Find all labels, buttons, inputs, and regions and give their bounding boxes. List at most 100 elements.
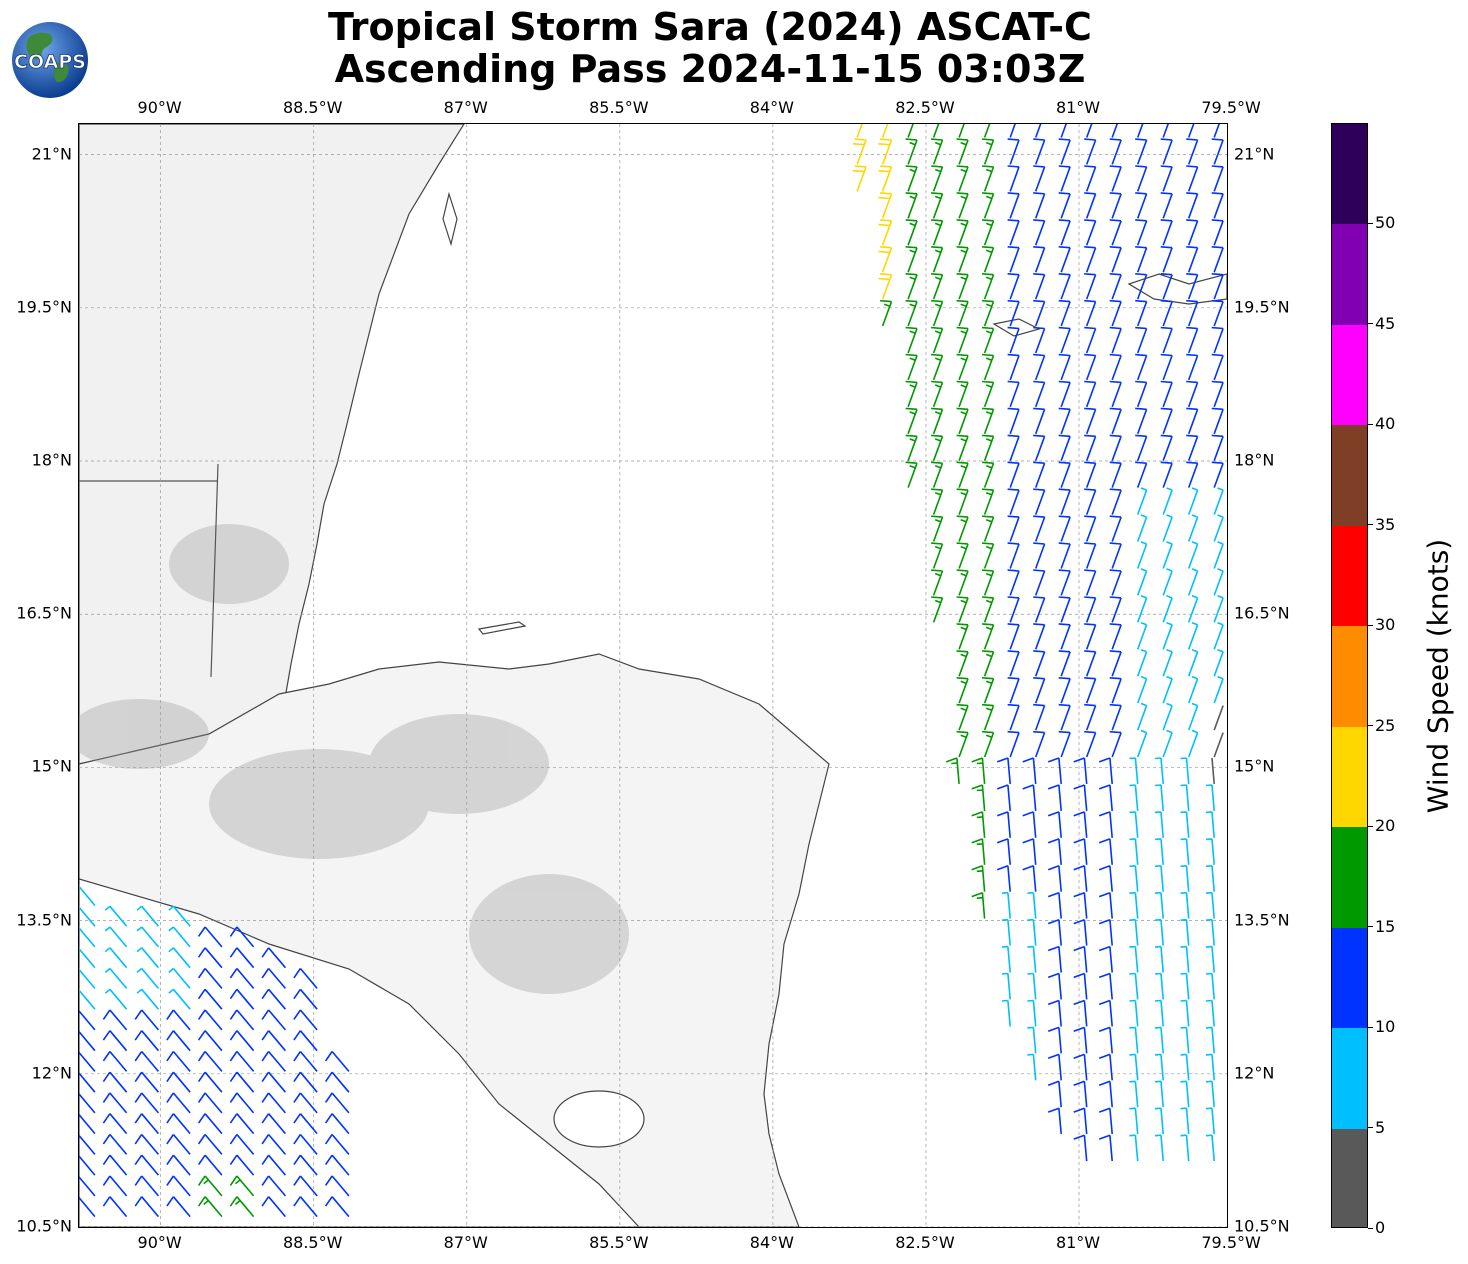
wind-barb: [1007, 326, 1020, 354]
wind-barb-stroke: [1135, 165, 1148, 192]
wind-barb: [1154, 1080, 1164, 1108]
wind-barb: [956, 165, 969, 192]
wind-barb-stroke: [1007, 596, 1020, 623]
wind-barb-stroke: [229, 1050, 255, 1072]
wind-barb: [1205, 1080, 1215, 1108]
wind-barb-stroke: [905, 380, 918, 408]
wind-barb-stroke: [1098, 838, 1113, 865]
wind-barb: [1187, 702, 1199, 731]
wind-barb: [1187, 514, 1199, 542]
wind-barb-stroke: [197, 1113, 223, 1135]
wind-barb-stroke: [956, 219, 969, 246]
wind-barb: [1109, 434, 1122, 461]
wind-barb: [1007, 569, 1020, 596]
wind-barb: [1007, 299, 1020, 327]
wind-barb-stroke: [1033, 273, 1046, 300]
wind-barb: [166, 1009, 191, 1031]
wind-barb: [1007, 380, 1020, 408]
wind-barb-stroke: [1073, 972, 1088, 1000]
wind-barb: [1160, 299, 1173, 327]
wind-barb: [982, 273, 995, 300]
wind-barb-stroke: [931, 407, 944, 435]
wind-barb: [1084, 273, 1097, 300]
wind-barb: [1154, 1134, 1164, 1162]
wind-barb-stroke: [1213, 732, 1224, 758]
wind-barb: [956, 569, 969, 596]
lon-tick-top-1: 88.5°W: [282, 98, 343, 117]
wind-barb: [1084, 515, 1097, 542]
wind-barb-stroke: [1098, 999, 1113, 1027]
wind-barb-stroke: [1136, 124, 1144, 138]
wind-barb: [1154, 945, 1164, 973]
wind-barb-stroke: [956, 542, 969, 569]
wind-barb-stroke: [1109, 677, 1122, 704]
wind-barb-stroke: [79, 885, 96, 907]
wind-barb-stroke: [102, 1009, 128, 1031]
wind-barb: [197, 926, 223, 948]
wind-barb-stroke: [956, 703, 969, 731]
wind-barb: [1187, 648, 1199, 677]
wind-barb-stroke: [229, 988, 255, 1010]
wind-barb: [982, 677, 995, 704]
wind-barb: [1058, 730, 1071, 758]
wind-barb: [1135, 461, 1148, 488]
wind-barb-stroke: [1135, 434, 1148, 461]
wind-barb-stroke: [1058, 542, 1071, 569]
wind-barb: [1136, 595, 1148, 623]
wind-barb-stroke: [1186, 273, 1199, 300]
wind-barb-stroke: [1047, 865, 1062, 892]
wind-barb: [166, 1071, 191, 1093]
wind-barb-stroke: [1007, 461, 1020, 488]
wind-barb: [261, 1071, 287, 1093]
wind-barb: [1007, 488, 1020, 515]
wind-barb: [1007, 542, 1020, 569]
colorbar-tick-7: 35: [1375, 514, 1396, 534]
colorbar-tick-8: 40: [1375, 414, 1396, 434]
wind-barb: [1060, 124, 1067, 138]
wind-barb: [1205, 1053, 1215, 1081]
wind-barb: [958, 124, 965, 138]
wind-barb-stroke: [1154, 1080, 1164, 1108]
wind-barb-stroke: [1109, 138, 1122, 165]
colorbar-tick-mark-6: [1368, 624, 1373, 626]
wind-barb-stroke: [1213, 675, 1224, 704]
colorbar-tick-6: 30: [1375, 615, 1396, 635]
wind-barb-stroke: [1098, 1134, 1113, 1162]
wind-barb-stroke: [1084, 623, 1097, 650]
wind-barb-stroke: [956, 596, 969, 623]
wind-barb: [996, 865, 1011, 892]
wind-barb: [1129, 891, 1139, 919]
wind-barb: [168, 988, 191, 1010]
wind-barb-stroke: [1211, 326, 1224, 354]
wind-barb: [1160, 165, 1173, 192]
wind-barb: [1098, 918, 1113, 946]
wind-barb: [1085, 124, 1093, 138]
wind-barb-stroke: [1160, 380, 1173, 408]
wind-barb: [956, 273, 969, 300]
colorbar-bin-10: [1332, 124, 1367, 225]
wind-barb-stroke: [1047, 999, 1062, 1027]
wind-barb: [1022, 757, 1037, 784]
wind-barb-stroke: [1187, 124, 1195, 138]
wind-barb-stroke: [971, 838, 986, 865]
wind-barb-stroke: [1098, 1107, 1113, 1135]
wind-barb-stroke: [134, 1196, 160, 1218]
wind-barb: [1033, 138, 1046, 165]
wind-barb: [1001, 945, 1011, 973]
wind-barb-stroke: [1186, 461, 1199, 488]
wind-barb: [324, 1133, 350, 1155]
wind-barb-stroke: [1187, 702, 1199, 731]
wind-barb-stroke: [134, 1113, 160, 1135]
wind-barb: [1084, 488, 1097, 515]
wind-barb-stroke: [1135, 407, 1148, 435]
wind-barb: [1186, 461, 1199, 488]
wind-barb-stroke: [1135, 326, 1148, 354]
cuba-island: [1127, 273, 1227, 305]
colorbar-tick-0: 0: [1375, 1218, 1386, 1237]
wind-barb: [931, 192, 944, 219]
lat-tick-left-4: 15°N: [31, 756, 72, 776]
wind-barb-stroke: [166, 1009, 191, 1031]
wind-barb-stroke: [996, 838, 1011, 865]
wind-barb-stroke: [878, 246, 893, 273]
wind-barb: [1058, 650, 1071, 677]
